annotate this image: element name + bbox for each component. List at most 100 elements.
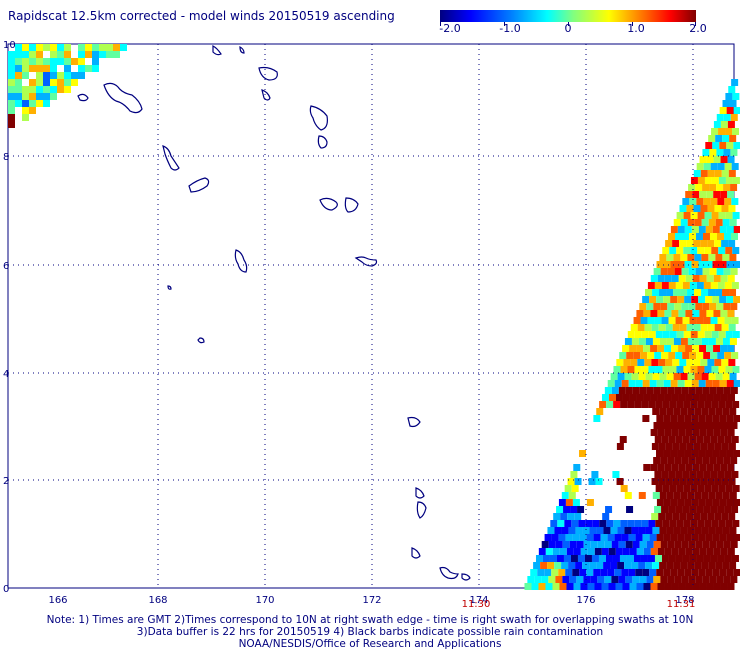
wind-cell	[673, 254, 681, 261]
wind-cell	[673, 289, 681, 296]
wind-cell	[722, 408, 730, 415]
wind-cell	[650, 394, 658, 401]
wind-cell	[659, 289, 667, 296]
wind-cell	[715, 254, 723, 261]
wind-cell	[677, 226, 685, 233]
wind-cell	[716, 387, 724, 394]
wind-cell	[579, 569, 587, 576]
wind-cell	[671, 310, 679, 317]
wind-cell	[647, 352, 655, 359]
wind-cell	[99, 44, 106, 51]
wind-cell	[674, 303, 682, 310]
x-tick-label: 172	[362, 595, 381, 606]
wind-cell	[701, 289, 709, 296]
wind-cell	[674, 422, 682, 429]
wind-cell	[676, 331, 684, 338]
wind-cell	[724, 317, 732, 324]
wind-cell	[729, 527, 737, 534]
wind-cell	[731, 79, 739, 86]
wind-cell	[92, 44, 99, 51]
wind-cell	[727, 275, 735, 282]
wind-cell	[559, 583, 567, 590]
wind-cell	[715, 408, 723, 415]
wind-cell	[692, 464, 700, 471]
wind-cell	[99, 51, 106, 58]
wind-cell	[50, 58, 57, 65]
wind-cell	[36, 100, 43, 107]
wind-cell	[733, 380, 740, 387]
wind-cell	[704, 247, 712, 254]
wind-cell	[691, 380, 699, 387]
wind-cell	[709, 149, 717, 156]
wind-cell	[661, 506, 669, 513]
wind-cell	[663, 534, 671, 541]
wind-cell	[691, 415, 699, 422]
wind-cell	[723, 114, 731, 121]
wind-cell	[722, 562, 730, 569]
wind-cell	[712, 499, 720, 506]
wind-cell	[596, 527, 604, 534]
wind-cell	[698, 380, 706, 387]
wind-cell	[634, 401, 642, 408]
y-tick-label: 0	[3, 584, 9, 595]
wind-cell	[671, 429, 679, 436]
wind-cell	[645, 373, 653, 380]
wind-cell	[36, 51, 43, 58]
wind-cell	[713, 548, 721, 555]
wind-cell	[57, 72, 64, 79]
wind-cell	[631, 527, 639, 534]
wind-cell	[695, 184, 703, 191]
wind-cell	[85, 51, 92, 58]
wind-cell	[594, 583, 602, 590]
wind-cell	[92, 51, 99, 58]
wind-cell	[8, 79, 15, 86]
wind-cell	[650, 583, 658, 590]
wind-cell	[708, 562, 716, 569]
wind-cell	[712, 569, 720, 576]
wind-cell	[683, 331, 691, 338]
wind-cell	[706, 275, 714, 282]
wind-cell	[716, 541, 724, 548]
wind-cell	[571, 485, 579, 492]
wind-cell	[724, 163, 732, 170]
wind-cell	[713, 275, 721, 282]
wind-cell	[78, 58, 85, 65]
wind-cell	[71, 58, 78, 65]
wind-cell	[657, 583, 665, 590]
wind-cell	[15, 65, 22, 72]
wind-cell	[649, 569, 657, 576]
wind-cell	[686, 205, 694, 212]
wind-cell	[722, 135, 730, 142]
wind-cell	[36, 58, 43, 65]
wind-cell	[43, 65, 50, 72]
wind-cell	[669, 401, 677, 408]
wind-cell	[663, 261, 671, 268]
wind-cell	[600, 569, 608, 576]
wind-cell	[8, 51, 15, 58]
wind-cell	[636, 583, 644, 590]
wind-cell	[705, 534, 713, 541]
wind-cell	[569, 576, 577, 583]
wind-cell	[621, 534, 629, 541]
wind-cell	[653, 268, 661, 275]
wind-cell	[670, 569, 678, 576]
wind-cell	[630, 359, 638, 366]
wind-cell	[732, 93, 740, 100]
wind-cell	[678, 394, 686, 401]
wind-cell	[29, 44, 36, 51]
wind-cell	[673, 527, 681, 534]
wind-cell	[696, 555, 704, 562]
wind-cell	[691, 261, 699, 268]
wind-cell	[624, 373, 632, 380]
wind-cell	[702, 303, 710, 310]
wind-cell	[697, 520, 705, 527]
wind-cell	[719, 380, 727, 387]
wind-cell	[625, 576, 633, 583]
wind-cell	[545, 583, 553, 590]
wind-cell	[712, 226, 720, 233]
wind-cell	[712, 142, 720, 149]
wind-cell	[732, 212, 740, 219]
wind-cell	[690, 366, 698, 373]
wind-cell	[15, 51, 22, 58]
wind-cell	[666, 373, 674, 380]
